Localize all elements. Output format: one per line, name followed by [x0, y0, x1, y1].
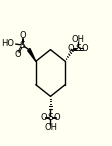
- Text: OH: OH: [71, 35, 84, 44]
- Text: O: O: [14, 50, 21, 59]
- Text: S: S: [48, 113, 53, 122]
- Text: O: O: [81, 44, 88, 53]
- Polygon shape: [28, 48, 36, 61]
- Text: O: O: [68, 44, 74, 53]
- Text: HO: HO: [2, 39, 15, 48]
- Text: OH: OH: [44, 122, 57, 132]
- Text: S: S: [75, 44, 81, 53]
- Text: O: O: [54, 113, 60, 122]
- Text: O: O: [40, 113, 47, 122]
- Text: O: O: [19, 31, 26, 40]
- Text: S: S: [20, 41, 25, 50]
